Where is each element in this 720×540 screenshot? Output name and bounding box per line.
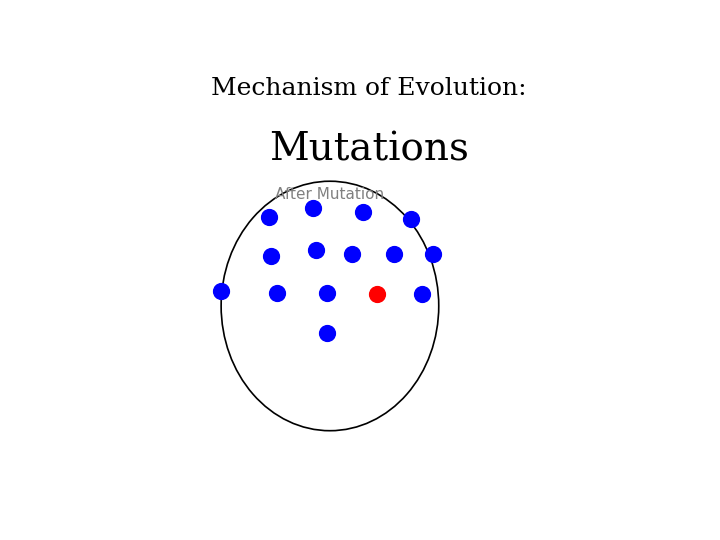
Point [372, 290, 383, 299]
Point [416, 290, 428, 299]
Point [263, 212, 274, 221]
Point [321, 289, 333, 298]
Point [307, 204, 319, 213]
Point [405, 214, 417, 223]
Point [215, 287, 227, 296]
Point [358, 208, 369, 217]
Point [388, 249, 400, 258]
Point [428, 249, 439, 258]
Point [310, 246, 322, 254]
Text: Mutations: Mutations [269, 131, 469, 168]
Text: Mechanism of Evolution:: Mechanism of Evolution: [211, 77, 527, 100]
Point [346, 249, 358, 258]
Text: After Mutation: After Mutation [275, 187, 384, 202]
Point [271, 289, 283, 298]
Point [266, 252, 277, 260]
Point [321, 329, 333, 338]
